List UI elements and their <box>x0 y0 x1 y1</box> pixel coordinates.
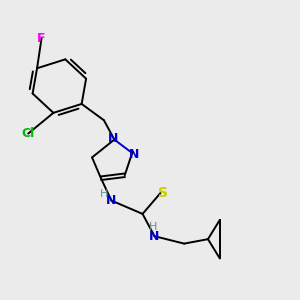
Text: H: H <box>149 222 157 232</box>
Text: F: F <box>37 32 46 45</box>
Text: N: N <box>128 148 139 161</box>
Text: N: N <box>149 230 160 243</box>
Text: N: N <box>108 132 118 145</box>
Text: Cl: Cl <box>22 127 35 140</box>
Text: H: H <box>100 189 108 199</box>
Text: N: N <box>106 194 116 207</box>
Text: S: S <box>158 186 168 200</box>
